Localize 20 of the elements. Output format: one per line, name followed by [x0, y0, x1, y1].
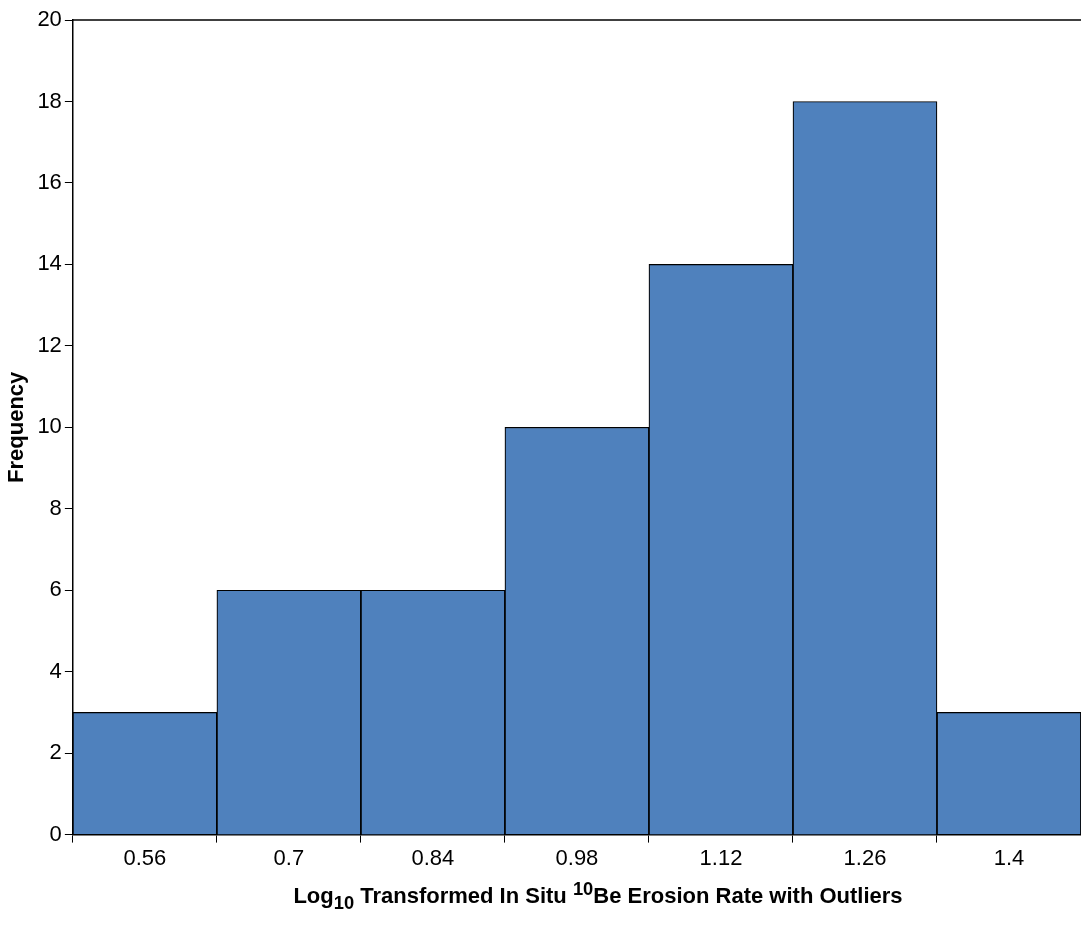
- y-tick-label: 16: [37, 168, 62, 194]
- x-tick-label: 1.12: [699, 844, 743, 870]
- y-tick-label: 18: [37, 87, 62, 113]
- x-tick-label: 0.84: [411, 844, 455, 870]
- x-tick-label: 1.26: [843, 844, 887, 870]
- y-tick-label: 12: [37, 331, 62, 357]
- y-tick-label: 20: [37, 6, 62, 32]
- y-tick-label: 14: [37, 250, 62, 276]
- x-tick-label: 0.56: [123, 844, 167, 870]
- y-axis-title: Frequency: [3, 370, 29, 483]
- y-tick-label: 8: [49, 494, 62, 520]
- x-tick-label: 1.4: [993, 844, 1025, 870]
- y-tick-label: 10: [37, 413, 62, 439]
- x-tick-label: 0.98: [555, 844, 599, 870]
- y-tick-label: 0: [49, 820, 62, 846]
- x-tick-label: 0.7: [273, 844, 305, 870]
- y-tick-label: 4: [49, 657, 62, 683]
- y-tick-label: 6: [49, 576, 62, 602]
- y-tick-label: 2: [49, 739, 62, 765]
- x-axis-title: Log$_{10}$ Transformed In Situ $^{10}$Be Erosion Rate with Outliers: [292, 878, 904, 914]
